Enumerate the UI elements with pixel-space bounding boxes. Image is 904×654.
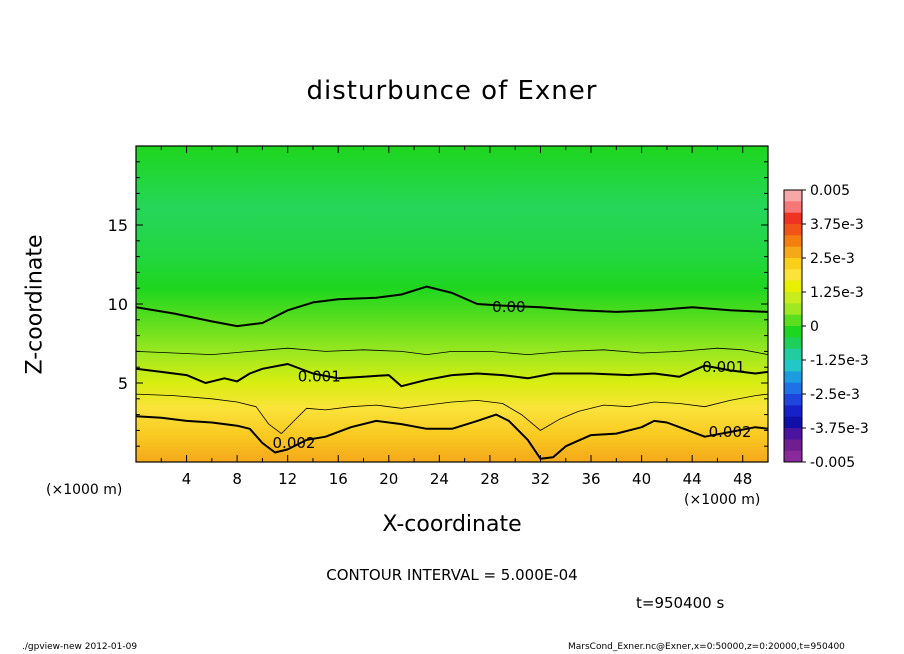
- colorbar-swatch: [784, 201, 802, 214]
- colorbar-label: 2.5e-3: [810, 251, 855, 267]
- y-tick-label: 10: [108, 295, 128, 314]
- colorbar-swatch: [784, 360, 802, 372]
- colorbar-label: 0: [810, 319, 819, 335]
- colorbar-swatch: [784, 428, 802, 440]
- y-axis-label: Z-coordinate: [22, 234, 48, 375]
- contour-line-1: [136, 347, 768, 355]
- x-tick-label: 8: [232, 470, 242, 488]
- colorbar-label: 0.005: [810, 183, 850, 199]
- contour-label-2: 0.001: [702, 358, 745, 376]
- colorbar-swatch: [784, 212, 802, 225]
- x-tick-label: 24: [430, 470, 449, 488]
- x-tick-label: 28: [480, 470, 499, 488]
- colorbar-swatch: [784, 314, 802, 327]
- contour-line-3: [136, 393, 768, 434]
- contour-line-4: [136, 413, 768, 460]
- colorbar-label: 3.75e-3: [810, 217, 864, 233]
- colorbar-swatch: [784, 371, 802, 384]
- colorbar: 0.005 3.75e-3 2.5e-3 1.25e-3 0 -1.25e-3 -2.5e-…: [783, 183, 869, 471]
- contour-line-0: [136, 285, 768, 328]
- colorbar-swatch: [784, 450, 802, 463]
- colorbar-swatch: [784, 303, 802, 316]
- colorbar-swatch: [784, 246, 802, 259]
- colorbar-swatch: [784, 326, 802, 338]
- colorbar-label: -0.005: [810, 455, 855, 471]
- colorbar-swatch: [784, 405, 802, 418]
- colorbar-swatch: [784, 190, 802, 202]
- colorbar-swatch: [784, 235, 802, 248]
- time-label: t=950400 s: [636, 594, 725, 612]
- contour-label-1: 0.001: [298, 368, 341, 386]
- colorbar-swatch: [784, 280, 802, 293]
- footer-program: ./gpview-new 2012-01-09: [22, 642, 138, 652]
- colorbar-swatch: [784, 337, 802, 350]
- x-tick-label: 32: [531, 470, 550, 488]
- x-unit-label-left: (×1000 m): [46, 482, 123, 498]
- chart-title: disturbunce of Exner: [306, 76, 598, 106]
- colorbar-swatch: [784, 258, 802, 270]
- colorbar-label: 1.25e-3: [810, 285, 864, 301]
- contour-field: [136, 146, 768, 462]
- footer-source: MarsCond_Exner.nc@Exner,x=0:50000,z=0:20…: [568, 642, 845, 652]
- x-tick-label: 16: [329, 470, 348, 488]
- x-tick-label: 48: [733, 470, 752, 488]
- colorbar-swatch: [784, 439, 802, 452]
- contour-line-2: [136, 363, 768, 388]
- x-unit-label-right: (×1000 m): [684, 492, 761, 508]
- colorbar-label: -1.25e-3: [810, 353, 869, 369]
- x-tick-label: 12: [278, 470, 297, 488]
- contour-interval-text: CONTOUR INTERVAL = 5.000E-04: [326, 566, 578, 584]
- colorbar-label: -3.75e-3: [810, 421, 869, 437]
- x-tick-label: 4: [182, 470, 192, 488]
- contour-label-3: 0.002: [273, 434, 316, 452]
- colorbar-swatch: [784, 292, 802, 304]
- colorbar-swatch: [784, 416, 802, 429]
- x-axis-label: X-coordinate: [382, 512, 522, 537]
- x-tick-label: 36: [581, 470, 600, 488]
- colorbar-swatch: [784, 348, 802, 361]
- y-tick-label: 15: [108, 216, 128, 235]
- colorbar-swatch: [784, 394, 802, 406]
- colorbar-swatch: [784, 382, 802, 395]
- contour-label-0: 0.00: [492, 298, 525, 316]
- colorbar-swatch: [784, 224, 802, 236]
- colorbar-label: -2.5e-3: [810, 387, 860, 403]
- contour-label-4: 0.002: [709, 423, 752, 441]
- colorbar-swatch: [784, 269, 802, 282]
- x-tick-label: 20: [379, 470, 398, 488]
- y-tick-label: 5: [118, 374, 128, 393]
- x-tick-label: 40: [632, 470, 651, 488]
- x-tick-label: 44: [683, 470, 702, 488]
